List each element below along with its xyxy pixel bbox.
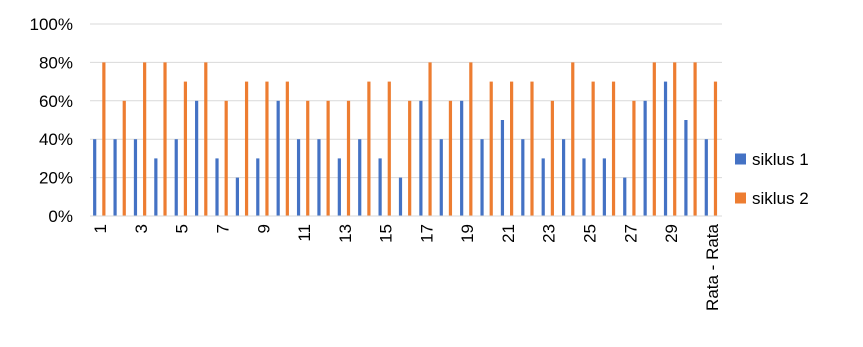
- bar-siklus-1-4: [154, 158, 158, 216]
- bar-siklus-2-19: [469, 62, 473, 217]
- x-tick-label: 15: [377, 224, 396, 243]
- bar-siklus-1-23: [541, 158, 545, 216]
- bar-siklus-1-17: [419, 100, 423, 216]
- bar-siklus-1-25: [582, 158, 586, 216]
- x-tick-label: 17: [417, 224, 436, 243]
- bar-siklus-2-27: [632, 100, 636, 216]
- bar-siklus-2-18: [448, 100, 453, 216]
- x-tick-label: 27: [621, 224, 640, 243]
- bar-siklus-2-8: [244, 81, 249, 216]
- x-tick-label: 11: [295, 224, 314, 242]
- bar-siklus-1-13: [337, 158, 341, 216]
- y-tick-label: 40%: [39, 130, 73, 149]
- y-tick-label: 80%: [39, 53, 73, 72]
- x-tick-label: 3: [132, 224, 151, 233]
- x-tick-label: 19: [458, 224, 477, 243]
- bar-siklus-1-29: [663, 81, 668, 216]
- bar-siklus-2-31: [713, 81, 718, 216]
- bar-siklus-1-28: [643, 100, 647, 216]
- bar-siklus-2-16: [408, 100, 412, 216]
- x-tick-label: 21: [499, 224, 518, 243]
- y-tick-label: 0%: [48, 207, 73, 226]
- y-tick-label: 20%: [39, 169, 73, 188]
- bar-siklus-2-23: [550, 100, 554, 216]
- x-tick-label: Rata - Rata: [703, 223, 722, 310]
- bar-siklus-1-24: [561, 139, 566, 216]
- bar-siklus-1-14: [358, 139, 362, 216]
- legend-swatch-1: [735, 153, 746, 165]
- bar-siklus-2-11: [306, 100, 310, 216]
- x-tick-label: 7: [214, 224, 233, 233]
- bar-siklus-2-30: [693, 62, 697, 217]
- bar-siklus-1-20: [480, 139, 484, 216]
- x-tick-label: 13: [336, 224, 355, 243]
- bars: [93, 62, 718, 217]
- bar-siklus-2-20: [489, 81, 493, 216]
- bar-siklus-2-17: [428, 62, 432, 217]
- bar-siklus-1-9: [256, 158, 260, 216]
- bar-siklus-1-11: [296, 139, 301, 216]
- bar-siklus-1-1: [93, 139, 97, 216]
- bar-siklus-1-8: [235, 177, 239, 216]
- bar-siklus-1-6: [195, 100, 199, 216]
- bar-siklus-1-27: [623, 177, 627, 216]
- legend: siklus 1 siklus 2: [735, 150, 809, 208]
- y-tick-label: 100%: [30, 15, 73, 34]
- bar-siklus-1-5: [174, 139, 178, 216]
- bar-siklus-2-15: [387, 81, 391, 216]
- y-tick-label: 60%: [39, 92, 73, 111]
- bar-siklus-1-26: [602, 158, 606, 216]
- x-tick-label: 23: [540, 224, 559, 243]
- x-tick-label: 5: [173, 224, 192, 233]
- bar-siklus-2-5: [183, 81, 188, 216]
- bar-siklus-2-25: [591, 81, 595, 216]
- bar-siklus-1-18: [439, 139, 443, 216]
- legend-swatch-2: [735, 192, 746, 204]
- bar-siklus-2-22: [530, 81, 534, 216]
- bar-siklus-1-22: [521, 139, 525, 216]
- axes: 0%20%40%60%80%100%1 3 5 7 9 11 13 15 17 19 21 23 25 2…: [30, 15, 722, 311]
- legend-label-1: siklus 1: [752, 150, 809, 169]
- bar-siklus-2-21: [510, 81, 514, 216]
- bar-siklus-1-12: [317, 139, 321, 216]
- bar-siklus-1-2: [113, 139, 117, 216]
- bar-siklus-1-30: [684, 120, 688, 216]
- bar-siklus-2-7: [224, 100, 228, 216]
- bar-siklus-2-2: [122, 100, 126, 216]
- bar-siklus-2-14: [367, 81, 371, 216]
- bar-siklus-1-3: [133, 139, 138, 216]
- bar-siklus-1-15: [378, 158, 382, 216]
- bar-siklus-2-12: [326, 100, 330, 216]
- x-tick-label: 29: [662, 224, 681, 243]
- bar-siklus-2-28: [652, 62, 656, 217]
- bar-siklus-1-10: [276, 100, 280, 216]
- x-tick-label: 1: [91, 224, 110, 233]
- x-tick-label: 9: [254, 224, 273, 233]
- bar-siklus-2-13: [346, 100, 351, 216]
- bar-siklus-2-4: [163, 62, 167, 217]
- bar-siklus-2-24: [571, 62, 575, 217]
- bar-siklus-2-9: [265, 81, 269, 216]
- bar-siklus-2-26: [611, 81, 616, 216]
- legend-label-2: siklus 2: [752, 189, 809, 208]
- bar-siklus-2-29: [673, 62, 677, 217]
- bar-siklus-2-6: [204, 62, 208, 217]
- bar-siklus-2-10: [285, 81, 289, 216]
- bar-siklus-1-16: [398, 177, 403, 216]
- bar-siklus-2-3: [143, 62, 147, 217]
- x-tick-label: 25: [580, 224, 599, 243]
- bar-siklus-1-19: [460, 100, 464, 216]
- bar-siklus-2-1: [102, 62, 106, 217]
- bar-siklus-1-7: [215, 158, 219, 216]
- bar-siklus-1-21: [500, 120, 505, 216]
- bar-siklus-1-31: [704, 139, 708, 216]
